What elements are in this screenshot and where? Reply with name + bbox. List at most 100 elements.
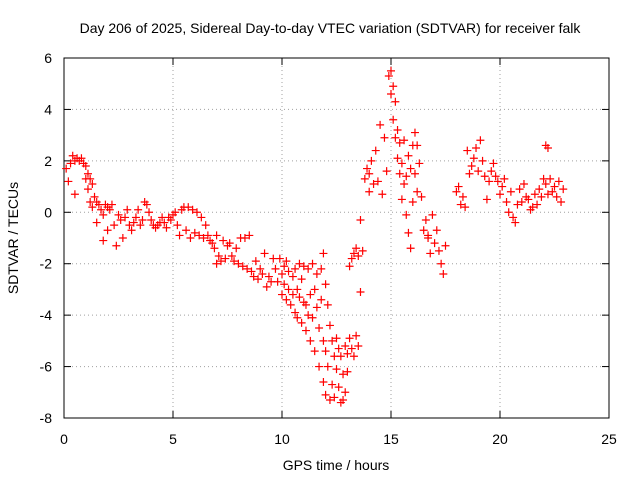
data-point xyxy=(201,221,210,230)
data-point xyxy=(373,177,382,186)
data-point xyxy=(336,352,345,361)
data-point xyxy=(275,254,284,263)
data-point xyxy=(99,210,108,219)
data-point xyxy=(557,198,566,206)
data-point xyxy=(295,293,304,302)
data-point xyxy=(66,159,75,168)
data-point xyxy=(439,270,448,278)
data-point xyxy=(458,192,467,201)
data-point xyxy=(317,295,326,304)
data-point xyxy=(145,208,154,217)
data-point xyxy=(419,226,428,235)
data-point xyxy=(365,187,374,196)
data-point xyxy=(99,236,108,245)
data-point xyxy=(264,272,273,281)
data-point xyxy=(182,226,191,235)
data-point xyxy=(397,159,406,168)
data-point xyxy=(127,226,136,235)
data-point xyxy=(397,195,406,204)
data-point xyxy=(310,285,319,294)
data-point xyxy=(90,192,99,201)
data-point xyxy=(125,221,134,230)
data-point xyxy=(297,318,306,327)
data-point xyxy=(371,146,380,155)
data-point xyxy=(68,151,77,160)
grid xyxy=(64,58,609,418)
data-points xyxy=(62,66,568,407)
data-point xyxy=(343,367,352,376)
data-point xyxy=(208,239,217,248)
data-point xyxy=(349,352,358,361)
data-point xyxy=(83,169,92,178)
data-point xyxy=(221,254,230,263)
data-point xyxy=(406,164,415,173)
data-point xyxy=(280,280,289,289)
data-point xyxy=(325,321,334,330)
data-point xyxy=(214,252,223,260)
data-point xyxy=(376,120,385,129)
data-point xyxy=(548,187,557,196)
data-point xyxy=(321,390,330,399)
data-point xyxy=(160,218,169,227)
data-point xyxy=(487,167,496,176)
data-point xyxy=(402,172,411,181)
data-point xyxy=(138,216,147,224)
data-point xyxy=(210,244,219,253)
data-point xyxy=(134,205,143,214)
data-point xyxy=(299,262,308,271)
data-point xyxy=(480,172,489,181)
data-point xyxy=(387,90,395,98)
data-point xyxy=(247,267,256,276)
data-point xyxy=(493,177,502,186)
chart-title: Day 206 of 2025, Sidereal Day-to-day VTE… xyxy=(80,20,582,36)
data-point xyxy=(485,177,494,186)
data-point xyxy=(192,208,201,217)
data-point xyxy=(347,344,356,353)
y-tick-label: -4 xyxy=(40,307,53,323)
data-point xyxy=(384,72,393,80)
data-point xyxy=(395,169,404,178)
data-point xyxy=(415,159,424,168)
data-point xyxy=(552,192,561,201)
data-point xyxy=(129,218,138,227)
data-point xyxy=(404,228,413,237)
data-point xyxy=(430,239,439,248)
data-point xyxy=(391,97,400,106)
data-point xyxy=(533,200,542,209)
y-tick-label: 2 xyxy=(44,153,52,169)
data-point xyxy=(469,154,478,163)
data-point xyxy=(363,164,372,173)
data-point xyxy=(64,177,73,186)
data-point xyxy=(347,254,356,263)
data-point xyxy=(428,210,437,219)
data-point xyxy=(461,203,470,212)
data-point xyxy=(441,241,450,250)
data-point xyxy=(328,380,337,389)
x-tick-label: 5 xyxy=(169,431,177,447)
data-point xyxy=(380,133,389,142)
data-point xyxy=(343,349,352,358)
data-point xyxy=(291,308,300,317)
data-point xyxy=(421,216,430,224)
data-point xyxy=(408,198,417,206)
data-point xyxy=(352,331,361,340)
data-point xyxy=(454,182,463,191)
y-tick-label: -2 xyxy=(40,256,53,272)
data-point xyxy=(315,324,324,332)
data-point xyxy=(356,216,365,224)
data-point xyxy=(225,239,234,248)
data-point xyxy=(112,241,121,250)
data-point xyxy=(258,270,267,278)
data-point xyxy=(306,336,315,345)
data-point xyxy=(559,185,568,194)
data-point xyxy=(306,290,315,299)
data-point xyxy=(452,187,461,196)
data-point xyxy=(254,275,263,284)
data-point xyxy=(315,362,324,371)
data-point xyxy=(291,264,300,273)
data-point xyxy=(482,195,491,204)
data-point xyxy=(502,198,511,206)
data-point xyxy=(389,82,398,91)
data-point xyxy=(118,234,127,242)
data-point xyxy=(103,226,112,235)
